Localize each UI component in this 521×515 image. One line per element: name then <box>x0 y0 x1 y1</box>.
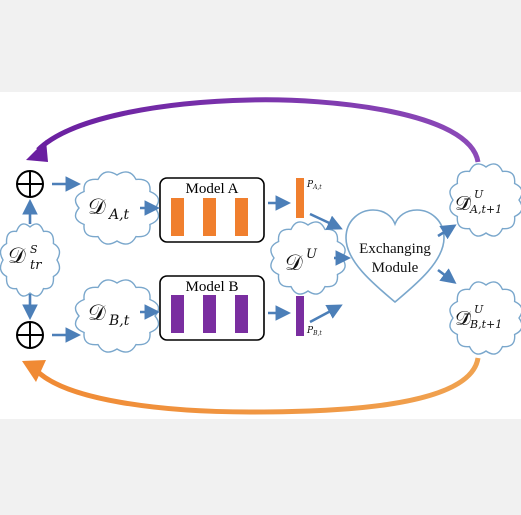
svg-text:B,t: B,t <box>108 313 130 329</box>
p-b-label: PB,t <box>306 326 322 337</box>
svg-text:𝒟: 𝒟 <box>88 301 106 326</box>
arrow-module-to-d-b-t1 <box>437 268 457 284</box>
svg-text:𝒟̄: 𝒟̄ <box>455 191 471 215</box>
purple-loop-arrow <box>26 97 481 163</box>
label-d-a-t1: 𝒟̄ U A,t+1 <box>455 188 502 216</box>
orange-loop-arrow <box>22 357 481 415</box>
output-bar-a <box>296 178 304 218</box>
svg-text:𝒟: 𝒟 <box>88 195 106 220</box>
plus-operator-top <box>16 170 44 198</box>
cloud-d-b-t <box>74 279 160 353</box>
exchange-line2: Module <box>372 260 419 276</box>
svg-text:B,t+1: B,t+1 <box>469 318 502 331</box>
svg-text:A,t+1: A,t+1 <box>469 203 502 216</box>
arrow-module-to-d-a-t1 <box>437 224 457 240</box>
label-d-b-t1: 𝒟̄ U B,t+1 <box>455 303 502 331</box>
svg-text:U: U <box>474 188 484 201</box>
arrow-output-a-to-module <box>309 212 343 230</box>
svg-text:U: U <box>474 303 484 316</box>
p-a-label: PA,t <box>306 180 322 191</box>
svg-text:S: S <box>30 243 38 256</box>
model-a-label: Model A <box>186 181 239 197</box>
model-b-box: Model B <box>159 275 265 341</box>
cloud-d-a-t <box>74 171 160 245</box>
label-d-u: 𝒟 U <box>285 247 318 276</box>
svg-text:A,t: A,t <box>107 207 130 223</box>
model-b-layer-2 <box>203 295 216 333</box>
model-a-layer-2 <box>203 198 216 236</box>
arrow-output-b-to-module <box>309 304 343 324</box>
output-bar-b <box>296 296 304 336</box>
label-d-a-t: 𝒟 A,t <box>88 195 130 223</box>
svg-text:𝒟: 𝒟 <box>285 251 303 276</box>
flow-arrows <box>22 176 457 343</box>
svg-text:𝒟̄: 𝒟̄ <box>455 306 471 330</box>
cloud-d-tr-s <box>0 223 61 297</box>
model-a-box: Model A <box>159 177 265 243</box>
diagram-panel <box>0 92 521 419</box>
label-d-tr-s: 𝒟 S tr <box>8 243 42 273</box>
exchange-line1: Exchanging <box>359 241 431 257</box>
model-b-layer-1 <box>171 295 184 333</box>
svg-text:U: U <box>306 247 318 262</box>
cloud-d-b-t1 <box>449 281 521 355</box>
model-a-layer-3 <box>235 198 248 236</box>
cloud-d-u <box>270 221 346 295</box>
model-b-layer-3 <box>235 295 248 333</box>
model-b-label: Model B <box>186 279 239 295</box>
svg-text:tr: tr <box>30 258 42 273</box>
cloud-d-a-t1 <box>449 163 521 237</box>
exchanging-module-heart: Exchanging Module <box>345 209 445 304</box>
plus-operator-bottom <box>16 321 44 349</box>
model-a-layer-1 <box>171 198 184 236</box>
svg-text:𝒟: 𝒟 <box>8 244 26 269</box>
label-d-b-t: 𝒟 B,t <box>88 301 130 329</box>
